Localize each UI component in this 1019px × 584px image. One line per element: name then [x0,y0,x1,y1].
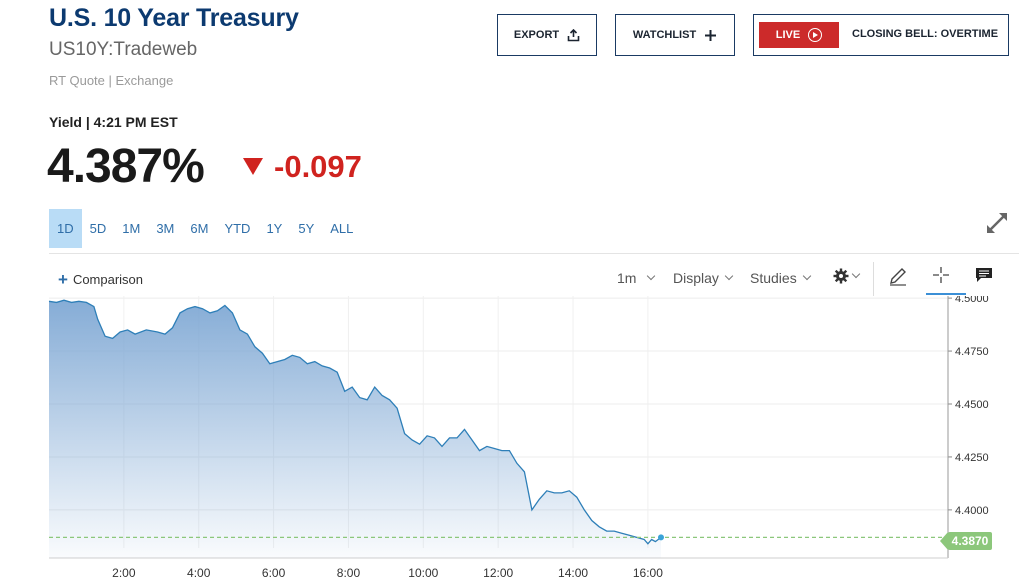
price-change: -0.097 [274,149,362,184]
export-label: EXPORT [513,29,560,41]
x-tick-label: 10:00 [408,566,438,580]
range-tab-1y[interactable]: 1Y [266,221,283,236]
x-tick-label: 14:00 [558,566,588,580]
toolbar-divider [873,262,874,296]
comparison-label: Comparison [72,272,144,287]
yield-timestamp: Yield | 4:21 PM EST [49,114,178,130]
share-icon [567,28,580,41]
down-arrow-icon [243,158,263,175]
chevron-down-icon [647,271,656,281]
watchlist-button[interactable]: WATCHLIST [615,14,735,56]
studies-label: Studies [750,270,797,286]
x-tick-label: 8:00 [337,566,361,580]
y-tick-label: 4.4500 [955,399,989,411]
live-label: LIVE [775,29,801,41]
rt-quote-label: RT Quote | Exchange [49,73,174,88]
watchlist-label: WATCHLIST [632,29,697,41]
current-point [658,534,664,541]
range-tab-1m[interactable]: 1M [122,221,141,236]
plus-icon: + [58,270,68,289]
range-tab-3m[interactable]: 3M [156,221,175,236]
chevron-down-icon [851,269,861,279]
price-value: 4.387% [47,140,205,193]
y-tick-label: 4.5000 [955,296,989,305]
studies-select[interactable]: Studies [750,270,811,286]
y-tick-label: 4.4750 [955,346,989,358]
range-tab-ytd[interactable]: YTD [224,221,251,236]
x-tick-label: 2:00 [112,566,136,580]
export-button[interactable]: EXPORT [497,14,597,56]
chevron-down-icon [802,271,811,281]
play-icon [808,28,823,42]
range-tab-1d[interactable]: 1D [49,209,82,248]
range-tab-6m[interactable]: 6M [190,221,209,236]
live-badge[interactable]: LIVE [759,22,839,48]
y-tick-label: 4.4250 [955,452,989,464]
plus-icon [705,29,717,41]
expand-icon[interactable] [984,210,1010,236]
time-range-tabs: 1D 5D 1M 3M 6M YTD 1Y 5Y ALL [49,209,361,248]
range-tab-5y[interactable]: 5Y [298,221,315,236]
settings-select[interactable] [833,268,861,284]
series-line [48,299,662,545]
crosshair-active-indicator [926,293,966,295]
comment-icon[interactable] [975,267,993,283]
gear-icon [833,268,849,284]
divider [49,253,1019,254]
closing-bell-label[interactable]: CLOSING BELL: OVERTIME [852,28,999,40]
display-select[interactable]: Display [673,270,734,286]
draw-icon[interactable] [888,266,908,286]
range-tab-5d[interactable]: 5D [89,221,107,236]
y-tick-label: 4.4000 [955,505,989,517]
price-chart[interactable]: 4.5000 4.4750 4.4500 4.4250 4.4000 2:00 4:00 6:… [0,296,1019,584]
x-tick-label: 4:00 [187,566,211,580]
range-tab-all[interactable]: ALL [330,221,354,236]
interval-select[interactable]: 1m [617,270,656,286]
symbol-label: US10Y:Tradeweb [49,39,198,60]
comparison-button[interactable]: + Comparison [58,270,144,289]
x-tick-label: 6:00 [262,566,286,580]
chevron-down-icon [724,271,734,281]
crosshair-icon[interactable] [932,266,950,284]
display-label: Display [673,270,719,286]
page-title: U.S. 10 Year Treasury [49,4,299,32]
interval-label: 1m [617,270,637,286]
x-tick-label: 12:00 [483,566,513,580]
x-tick-label: 16:00 [633,566,663,580]
area-fill [49,300,661,558]
current-price-tag: 4.3870 [940,532,992,550]
